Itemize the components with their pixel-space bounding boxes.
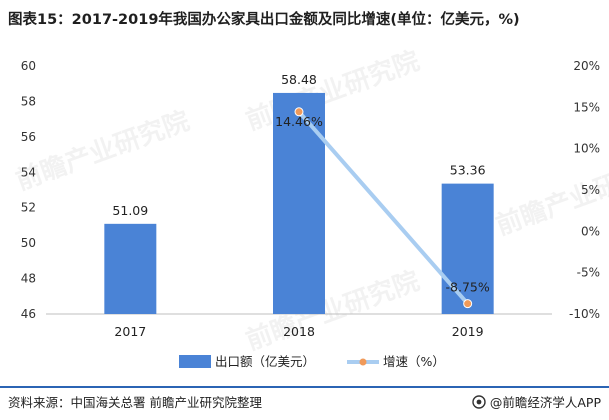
bar-2017 (104, 223, 157, 314)
right-axis-tick-label: -5% (577, 266, 600, 280)
left-axis-tick-label: 50 (21, 236, 36, 250)
legend-line-label: 增速（%） (383, 354, 445, 369)
brand-credit-text: @前瞻经济学人APP (489, 395, 601, 410)
growth-line-path (297, 109, 470, 306)
x-axis-tick-label: 2018 (283, 324, 315, 339)
legend-bar-label: 出口额（亿美元） (215, 354, 315, 369)
legend: 出口额（亿美元） 增速（%） (179, 354, 445, 369)
brand-credit: @前瞻经济学人APP (472, 392, 601, 411)
right-axis-tick-label: 0% (581, 224, 600, 238)
left-axis: 46 48 50 52 54 56 58 60 (21, 59, 36, 321)
right-axis-tick-label: 5% (581, 183, 600, 197)
left-axis-tick-label: 48 (21, 272, 36, 286)
left-axis-tick-label: 46 (21, 307, 36, 321)
right-axis-tick-label: 15% (573, 100, 600, 114)
x-axis-tick-label: 2017 (114, 324, 146, 339)
bar-data-label: 51.09 (112, 203, 148, 218)
left-axis-tick-label: 60 (21, 59, 36, 73)
left-axis-tick-label: 52 (21, 201, 36, 215)
right-axis-tick-label: 20% (573, 59, 600, 73)
growth-point-2018 (294, 107, 304, 117)
bar-2019 (441, 183, 494, 314)
right-axis-tick-label: -10% (569, 307, 600, 321)
growth-line-series: 14.46% -8.75% (275, 107, 490, 309)
left-axis-tick-label: 56 (21, 130, 36, 144)
x-axis-tick-label: 2019 (452, 324, 484, 339)
bar-data-labels: 51.09 58.48 53.36 (112, 72, 485, 218)
watermark-text: 前瞻产业研究院 (12, 105, 194, 196)
growth-data-label: 14.46% (275, 114, 323, 129)
legend-line-marker (359, 358, 367, 366)
watermark-text: 前瞻产业研究院 (242, 45, 424, 136)
bar-data-label: 58.48 (281, 72, 317, 87)
right-axis: -10% -5% 0% 5% 10% 15% 20% (569, 59, 600, 321)
growth-point-2019 (463, 299, 473, 309)
bar-data-label: 53.36 (450, 163, 486, 178)
legend-bar-swatch (179, 355, 211, 368)
left-axis-tick-label: 54 (21, 165, 36, 179)
growth-data-label: -8.75% (446, 280, 490, 295)
source-note: 资料来源：中国海关总署 前瞻产业研究院整理 (8, 395, 262, 410)
chart-title: 图表15：2017-2019年我国办公家具出口金额及同比增速(单位：亿美元，%) (8, 12, 520, 28)
x-axis-tick-labels: 2017 2018 2019 (114, 324, 483, 339)
right-axis-tick-label: 10% (573, 142, 600, 156)
left-axis-tick-label: 58 (21, 94, 36, 108)
watermark-text: 前瞻产业研究院 (242, 265, 424, 356)
footer: 资料来源：中国海关总署 前瞻产业研究院整理 @前瞻经济学人APP (0, 386, 609, 420)
brand-logo-icon (472, 394, 486, 409)
